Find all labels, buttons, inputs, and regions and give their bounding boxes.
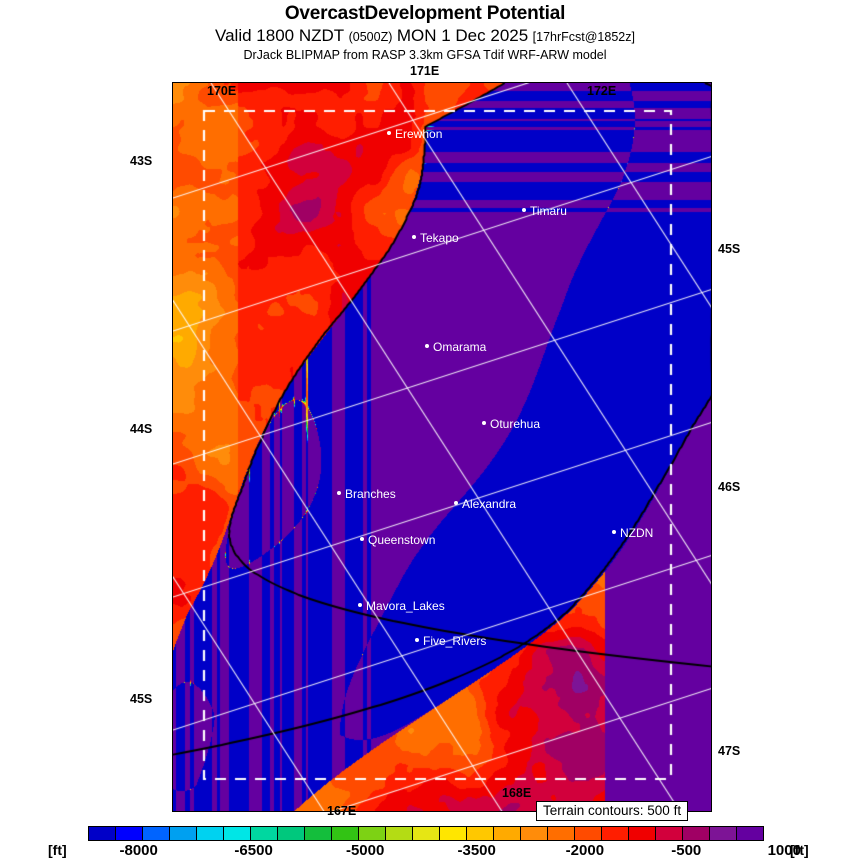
colorbar-gradient bbox=[88, 826, 764, 841]
city-marker-branches: Branches bbox=[337, 486, 396, 501]
city-label: Omarama bbox=[433, 339, 487, 354]
lat-label-left-0: 43S bbox=[130, 154, 153, 168]
colorbar-segment-2 bbox=[143, 827, 170, 840]
colorbar: [ft] -8000-6500-5000-3500-2000-500100025… bbox=[0, 822, 850, 860]
colorbar-segment-7 bbox=[278, 827, 305, 840]
colorbar-tick-4: -2000 bbox=[565, 842, 605, 859]
colorbar-segment-24 bbox=[737, 827, 763, 840]
city-dot-icon bbox=[425, 343, 429, 348]
colorbar-segment-0 bbox=[89, 827, 116, 840]
colorbar-segment-17 bbox=[548, 827, 575, 840]
lon-label-top-1: 171E bbox=[410, 64, 440, 78]
valid-time-line: Valid 1800 NZDT (0500Z) MON 1 Dec 2025 [… bbox=[0, 25, 850, 48]
city-marker-alexandra: Alexandra bbox=[454, 496, 516, 511]
city-label: Alexandra bbox=[462, 496, 517, 511]
valid-time-utc: (0500Z) bbox=[348, 30, 393, 44]
map-frame bbox=[172, 82, 712, 812]
city-marker-tekapo: Tekapo bbox=[412, 230, 459, 245]
terrain-contour-legend: Terrain contours: 500 ft bbox=[536, 801, 689, 821]
lat-label-left-1: 44S bbox=[130, 422, 153, 436]
terrain-heatmap-canvas bbox=[173, 83, 711, 811]
lon-label-bottom-0: 167E bbox=[327, 804, 357, 818]
city-marker-five_rivers: Five_Rivers bbox=[415, 633, 486, 648]
city-dot-icon bbox=[482, 420, 486, 425]
city-dot-icon bbox=[522, 207, 526, 212]
city-dot-icon bbox=[415, 637, 419, 642]
colorbar-segment-8 bbox=[305, 827, 332, 840]
colorbar-segment-6 bbox=[251, 827, 278, 840]
page-title: OvercastDevelopment Potential bbox=[284, 3, 566, 24]
colorbar-segment-1 bbox=[116, 827, 143, 840]
model-description: DrJack BLIPMAP from RASP 3.3km GFSA Tdif… bbox=[243, 48, 607, 62]
city-dot-icon bbox=[337, 490, 341, 495]
colorbar-segment-12 bbox=[413, 827, 440, 840]
colorbar-segment-23 bbox=[710, 827, 737, 840]
city-label: Timaru bbox=[530, 203, 567, 218]
city-label: Tekapo bbox=[420, 230, 459, 245]
city-dot-icon bbox=[358, 602, 362, 607]
colorbar-tick-5: -500 bbox=[671, 842, 702, 859]
colorbar-segment-20 bbox=[629, 827, 656, 840]
colorbar-segment-13 bbox=[440, 827, 467, 840]
colorbar-tick-labels: -8000-6500-5000-3500-2000-50010002500 bbox=[88, 842, 801, 860]
city-label: Oturehua bbox=[490, 416, 541, 431]
city-label: Erewhon bbox=[395, 126, 443, 141]
city-marker-erewhon: Erewhon bbox=[387, 126, 442, 141]
city-label: NZDN bbox=[620, 525, 654, 540]
lon-label-bottom-1: 168E bbox=[502, 786, 532, 800]
lat-label-right-0: 45S bbox=[718, 242, 741, 256]
city-dot-icon bbox=[360, 536, 364, 541]
city-label: Five_Rivers bbox=[423, 633, 487, 648]
city-marker-queenstown: Queenstown bbox=[360, 532, 435, 547]
forecast-tag: [17hrFcst@1852z] bbox=[532, 30, 635, 44]
city-dot-icon bbox=[412, 234, 416, 239]
lat-label-right-1: 46S bbox=[718, 480, 741, 494]
colorbar-segment-14 bbox=[467, 827, 494, 840]
colorbar-segment-3 bbox=[170, 827, 197, 840]
colorbar-segment-9 bbox=[332, 827, 359, 840]
colorbar-tick-6: 1000 bbox=[767, 842, 801, 859]
header: OvercastDevelopment Potential Valid 1800… bbox=[0, 0, 850, 63]
colorbar-segment-10 bbox=[359, 827, 386, 840]
colorbar-segment-16 bbox=[521, 827, 548, 840]
lat-label-right-2: 47S bbox=[718, 744, 741, 758]
map-city-labels: Erewhon Timaru Tekapo Omarama Oturehua Branch… bbox=[172, 82, 712, 812]
city-marker-oturehua: Oturehua bbox=[482, 416, 540, 431]
lat-label-left-2: 45S bbox=[130, 692, 153, 706]
map-container[interactable]: 170E 171E 172E 167E 168E 43S 44S 45S 45S 46S 47S E… bbox=[130, 64, 740, 818]
lon-label-top-2: 172E bbox=[587, 84, 617, 98]
colorbar-unit-left: [ft] bbox=[48, 842, 67, 858]
city-dot-icon bbox=[387, 130, 391, 135]
city-marker-nzdn: NZDN bbox=[612, 525, 653, 540]
colorbar-segment-21 bbox=[656, 827, 683, 840]
colorbar-segment-5 bbox=[224, 827, 251, 840]
city-dot-icon bbox=[454, 500, 458, 505]
city-marker-timaru: Timaru bbox=[522, 203, 567, 218]
city-marker-mavora_lakes: Mavora_Lakes bbox=[358, 598, 445, 613]
colorbar-tick-3: -3500 bbox=[457, 842, 496, 859]
city-marker-omarama: Omarama bbox=[425, 339, 486, 354]
city-label: Branches bbox=[345, 486, 396, 501]
city-label: Mavora_Lakes bbox=[366, 598, 445, 613]
lon-label-top-0: 170E bbox=[207, 84, 237, 98]
colorbar-segment-19 bbox=[602, 827, 629, 840]
city-label: Queenstown bbox=[368, 532, 436, 547]
colorbar-tick-1: -6500 bbox=[234, 842, 273, 859]
colorbar-segment-11 bbox=[386, 827, 413, 840]
valid-time: Valid 1800 NZDT bbox=[215, 26, 345, 45]
colorbar-segment-4 bbox=[197, 827, 224, 840]
city-dot-icon bbox=[612, 529, 616, 534]
colorbar-unit-right: [ft] bbox=[790, 842, 809, 858]
colorbar-tick-2: -5000 bbox=[345, 842, 385, 859]
colorbar-tick-0: -8000 bbox=[119, 842, 158, 859]
valid-date: MON 1 Dec 2025 bbox=[396, 26, 529, 45]
colorbar-segment-18 bbox=[575, 827, 602, 840]
map-axis-labels: 170E 171E 172E 167E 168E 43S 44S 45S 45S 46S 47S bbox=[130, 64, 740, 818]
colorbar-segment-22 bbox=[683, 827, 710, 840]
colorbar-segment-15 bbox=[494, 827, 521, 840]
